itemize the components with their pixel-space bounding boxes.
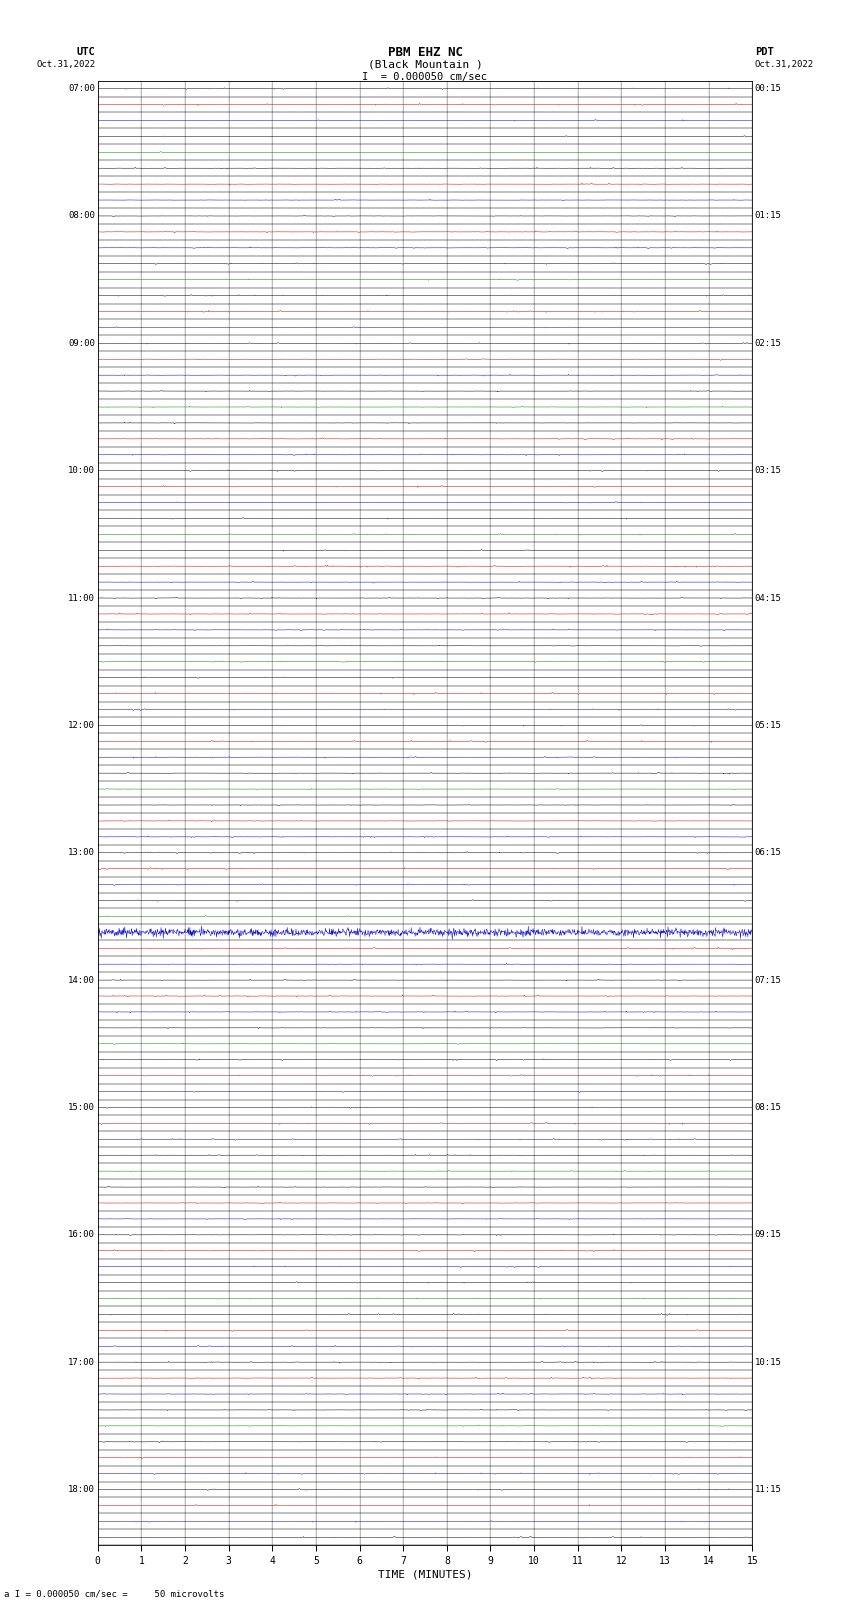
Text: (Black Mountain ): (Black Mountain ) — [367, 60, 483, 69]
Text: 11:15: 11:15 — [755, 1486, 782, 1494]
Text: Oct.31,2022: Oct.31,2022 — [755, 60, 814, 69]
Text: 09:15: 09:15 — [755, 1231, 782, 1239]
Text: 02:15: 02:15 — [755, 339, 782, 348]
Text: 17:00: 17:00 — [68, 1358, 95, 1366]
Text: 08:15: 08:15 — [755, 1103, 782, 1111]
Text: UTC: UTC — [76, 47, 95, 58]
Text: 07:15: 07:15 — [755, 976, 782, 984]
X-axis label: TIME (MINUTES): TIME (MINUTES) — [377, 1569, 473, 1579]
Text: I  = 0.000050 cm/sec: I = 0.000050 cm/sec — [362, 73, 488, 82]
Text: 07:00: 07:00 — [68, 84, 95, 94]
Text: 16:00: 16:00 — [68, 1231, 95, 1239]
Text: PBM EHZ NC: PBM EHZ NC — [388, 45, 462, 60]
Text: 14:00: 14:00 — [68, 976, 95, 984]
Text: 10:15: 10:15 — [755, 1358, 782, 1366]
Text: 10:00: 10:00 — [68, 466, 95, 476]
Text: 04:15: 04:15 — [755, 594, 782, 603]
Text: 09:00: 09:00 — [68, 339, 95, 348]
Text: 18:00: 18:00 — [68, 1486, 95, 1494]
Text: 03:15: 03:15 — [755, 466, 782, 476]
Text: 13:00: 13:00 — [68, 848, 95, 857]
Text: 15:00: 15:00 — [68, 1103, 95, 1111]
Text: 05:15: 05:15 — [755, 721, 782, 731]
Text: a I = 0.000050 cm/sec =     50 microvolts: a I = 0.000050 cm/sec = 50 microvolts — [4, 1589, 224, 1598]
Text: 00:15: 00:15 — [755, 84, 782, 94]
Text: 12:00: 12:00 — [68, 721, 95, 731]
Text: 11:00: 11:00 — [68, 594, 95, 603]
Text: 06:15: 06:15 — [755, 848, 782, 857]
Text: PDT: PDT — [755, 47, 774, 58]
Text: 08:00: 08:00 — [68, 211, 95, 221]
Text: 01:15: 01:15 — [755, 211, 782, 221]
Text: Oct.31,2022: Oct.31,2022 — [36, 60, 95, 69]
